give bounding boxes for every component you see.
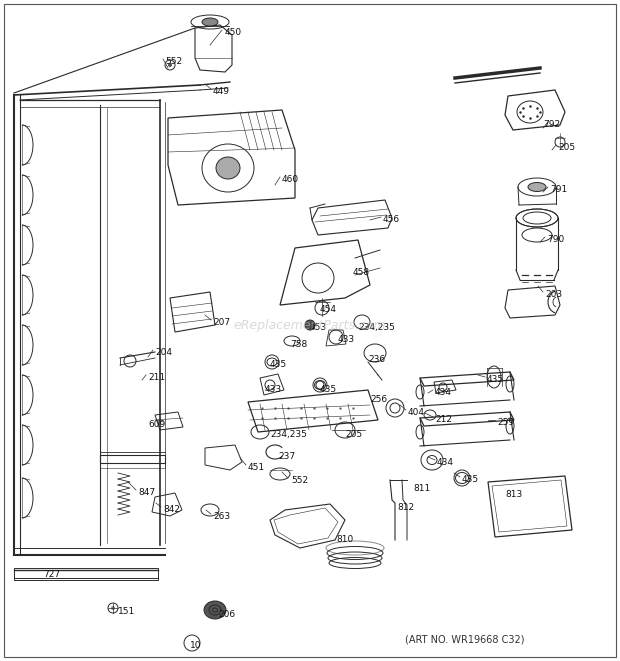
- Ellipse shape: [202, 18, 218, 26]
- Text: 433: 433: [338, 335, 355, 344]
- Text: 10: 10: [190, 641, 202, 650]
- Text: 256: 256: [370, 395, 387, 404]
- Bar: [100, 463, 165, 468]
- Text: 435: 435: [462, 475, 479, 484]
- Text: 433: 433: [265, 385, 282, 394]
- Text: eReplacementParts.com: eReplacementParts.com: [234, 319, 386, 332]
- Ellipse shape: [216, 157, 240, 179]
- Text: 453: 453: [310, 323, 327, 332]
- Text: 847: 847: [138, 488, 155, 497]
- Text: (ART NO. WR19668 C32): (ART NO. WR19668 C32): [405, 635, 525, 645]
- Text: 609: 609: [148, 420, 166, 429]
- Text: 435: 435: [487, 375, 504, 384]
- Text: 205: 205: [345, 430, 362, 439]
- Text: 791: 791: [550, 185, 567, 194]
- Text: 811: 811: [413, 484, 430, 493]
- Text: 259: 259: [497, 418, 514, 427]
- Circle shape: [168, 63, 172, 67]
- Text: 810: 810: [336, 535, 353, 544]
- Bar: [100, 455, 165, 463]
- Text: 792: 792: [543, 120, 560, 129]
- Text: 456: 456: [383, 215, 400, 224]
- Text: 206: 206: [218, 610, 235, 619]
- Circle shape: [111, 606, 115, 610]
- Text: 404: 404: [408, 408, 425, 417]
- Circle shape: [305, 320, 315, 330]
- Text: 454: 454: [320, 305, 337, 314]
- Text: 451: 451: [248, 463, 265, 472]
- Text: 211: 211: [148, 373, 165, 382]
- Text: 234,235: 234,235: [358, 323, 395, 332]
- Text: 458: 458: [353, 268, 370, 277]
- Text: 212: 212: [435, 415, 452, 424]
- Text: 552: 552: [165, 57, 182, 66]
- Text: 842: 842: [163, 505, 180, 514]
- Text: 727: 727: [43, 570, 60, 579]
- Text: 758: 758: [290, 340, 308, 349]
- Text: 435: 435: [270, 360, 287, 369]
- Bar: [14, 568, 158, 580]
- Ellipse shape: [204, 601, 226, 619]
- Text: 450: 450: [225, 28, 242, 37]
- Text: 434: 434: [437, 458, 454, 467]
- Text: 812: 812: [397, 503, 414, 512]
- Ellipse shape: [528, 182, 546, 192]
- Text: 204: 204: [155, 348, 172, 357]
- Text: 151: 151: [118, 607, 135, 616]
- Text: 449: 449: [213, 87, 230, 96]
- Text: 263: 263: [213, 512, 230, 521]
- Text: 790: 790: [547, 235, 564, 244]
- Text: 434: 434: [435, 388, 452, 397]
- Text: 236: 236: [368, 355, 385, 364]
- Text: 207: 207: [213, 318, 230, 327]
- Text: 237: 237: [278, 452, 295, 461]
- Text: 435: 435: [320, 385, 337, 394]
- Text: 234,235: 234,235: [270, 430, 307, 439]
- Text: 203: 203: [545, 290, 562, 299]
- Text: 205: 205: [558, 143, 575, 152]
- Text: 552: 552: [291, 476, 308, 485]
- Text: 813: 813: [505, 490, 522, 499]
- Text: 460: 460: [282, 175, 299, 184]
